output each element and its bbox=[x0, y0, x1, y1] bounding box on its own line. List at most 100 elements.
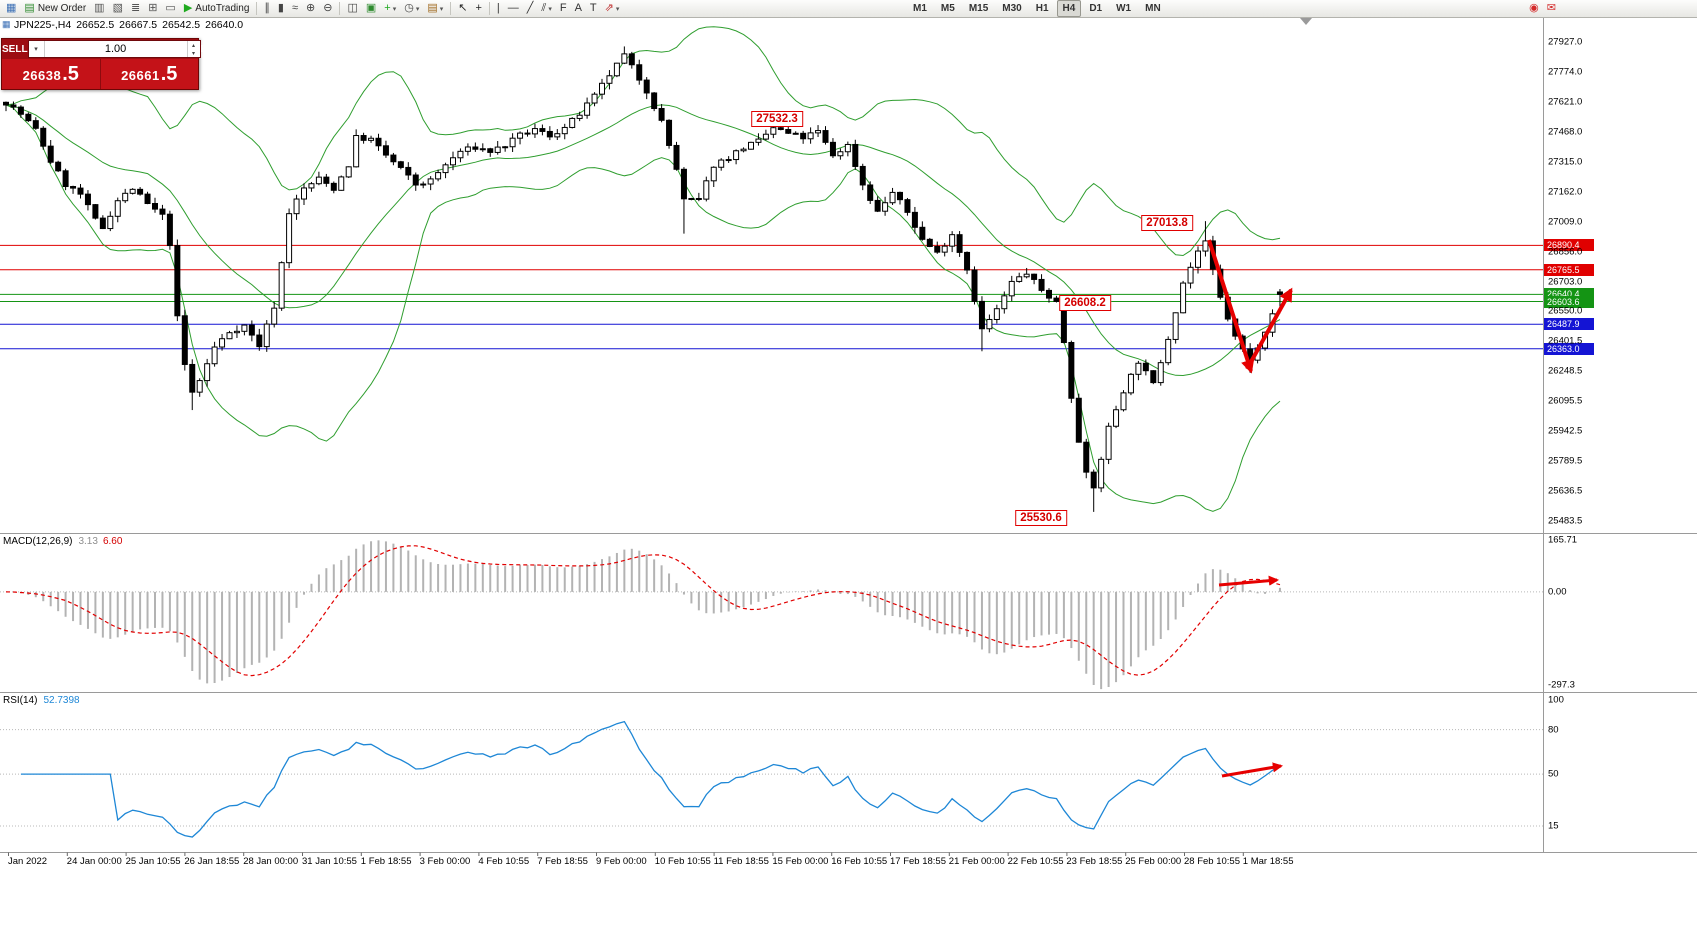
crosshair-icon[interactable]: + bbox=[472, 1, 484, 16]
text-icon[interactable]: A bbox=[572, 1, 585, 16]
volume-dropdown-icon[interactable]: ▾ bbox=[29, 41, 45, 57]
sell-price-pips: .5 bbox=[62, 63, 79, 85]
timeframe-w1-button[interactable]: W1 bbox=[1116, 3, 1132, 14]
periods-icon: ◷ bbox=[404, 2, 414, 14]
macd-pane-layer bbox=[0, 540, 1543, 690]
tile-windows-icon[interactable]: ◫ bbox=[344, 1, 360, 16]
toolbar-left-group: ▦ ▤ New Order ▥ ▧ ≣ ⊞ ▭ ▶ AutoTrading ∥ ▮ ≈ ⊕ ⊖ ◫ ▣ + ▾ ◷ ▾ ▤… bbox=[2, 0, 623, 17]
mail-icon: ✉ bbox=[1546, 2, 1556, 14]
zoom-in-icon: ⊕ bbox=[306, 2, 316, 14]
chart-window-icon: ▦ bbox=[6, 2, 17, 14]
terminal-icon: ▭ bbox=[165, 2, 176, 14]
volume-control: ▾ ▴▾ bbox=[27, 40, 201, 58]
one-click-prices: 26638.5 26661.5 bbox=[2, 59, 198, 89]
price-annotation[interactable]: 26608.2 bbox=[1059, 294, 1111, 311]
channel-icon[interactable]: ⫽ ▾ bbox=[538, 1, 554, 16]
navigator-icon: ⊞ bbox=[148, 2, 158, 14]
autotrading-button[interactable]: ▶ AutoTrading bbox=[181, 1, 253, 16]
price-annotation[interactable]: 27532.3 bbox=[751, 111, 803, 128]
fibonacci-icon: F bbox=[559, 2, 567, 14]
timeframe-h1-button[interactable]: H1 bbox=[1035, 3, 1049, 14]
market-watch-icon: ≣ bbox=[130, 2, 141, 14]
timeframe-d1-button[interactable]: D1 bbox=[1089, 3, 1103, 14]
trendline-icon[interactable]: ╱ bbox=[524, 1, 537, 16]
charts-icon: ▥ bbox=[94, 2, 105, 14]
zoom-in-icon[interactable]: ⊕ bbox=[303, 1, 318, 16]
timeframe-h4-button[interactable]: H4 bbox=[1056, 0, 1082, 17]
timeframe-toolbar: M1 M5 M15 M30 H1 H4 D1 W1 MN bbox=[906, 0, 1168, 17]
price-annotation[interactable]: 25530.6 bbox=[1015, 509, 1067, 526]
timeframe-mn-button[interactable]: MN bbox=[1145, 3, 1161, 14]
volume-input[interactable] bbox=[44, 41, 187, 57]
chart-data-line: JPN225-,H4 26652.5 26667.5 26542.5 26640.0 bbox=[14, 19, 248, 31]
sell-button[interactable]: 26638.5 bbox=[2, 59, 101, 89]
auto-arrange-icon[interactable]: ▣ bbox=[363, 1, 379, 16]
timeframe-m1-button[interactable]: M1 bbox=[913, 3, 927, 14]
zoom-out-icon[interactable]: ⊖ bbox=[320, 1, 335, 16]
open-value: 26652.5 bbox=[76, 19, 115, 31]
label-icon[interactable]: T bbox=[587, 1, 600, 16]
macd-main-value: 3.13 bbox=[78, 536, 98, 547]
chevron-down-icon[interactable]: ▾ bbox=[615, 5, 620, 13]
horizontal-line-icon[interactable]: — bbox=[505, 1, 522, 16]
cursor-icon[interactable]: ↖ bbox=[455, 1, 470, 16]
sell-price: 26638 bbox=[22, 68, 62, 83]
spinner-up-icon[interactable]: ▴ bbox=[192, 42, 196, 49]
line-chart-icon: ≈ bbox=[291, 2, 299, 14]
top-toolbar: ▦ ▤ New Order ▥ ▧ ≣ ⊞ ▭ ▶ AutoTrading ∥ ▮ ≈ ⊕ ⊖ ◫ ▣ + ▾ ◷ ▾ ▤… bbox=[0, 0, 1697, 18]
drawn-arrow[interactable] bbox=[1245, 287, 1293, 370]
timeframe-m5-button[interactable]: M5 bbox=[940, 3, 955, 14]
close-value: 26640.0 bbox=[205, 19, 244, 31]
periods-icon[interactable]: ◷ ▾ bbox=[401, 1, 422, 16]
chevron-down-icon[interactable]: ▾ bbox=[392, 5, 397, 13]
templates-icon[interactable]: ▤ ▾ bbox=[424, 1, 446, 16]
timeframe-m15-button[interactable]: M15 bbox=[968, 3, 989, 14]
chevron-down-icon[interactable]: ▾ bbox=[439, 5, 444, 13]
line-chart-icon[interactable]: ≈ bbox=[289, 1, 301, 16]
drawn-arrow[interactable] bbox=[1221, 762, 1284, 778]
rsi-value: 52.7398 bbox=[43, 695, 80, 706]
main-pane-layer bbox=[0, 26, 1543, 512]
chart-window-icon[interactable]: ▦ bbox=[3, 1, 19, 16]
fibonacci-icon[interactable]: F bbox=[557, 1, 570, 16]
rsi-indicator-label: RSI(14) 52.7398 bbox=[3, 695, 80, 706]
crosshair-icon: + bbox=[475, 2, 482, 14]
bar-chart-icon[interactable]: ∥ bbox=[261, 1, 273, 16]
chart-shift-marker bbox=[1300, 18, 1312, 25]
navigator-icon[interactable]: ⊞ bbox=[145, 1, 160, 16]
templates-icon: ▤ bbox=[427, 2, 438, 14]
profiles-icon[interactable]: ▧ bbox=[110, 1, 126, 16]
new-order-button: ▤ bbox=[24, 2, 35, 14]
chevron-down-icon[interactable]: ▾ bbox=[548, 5, 552, 13]
charts-icon[interactable]: ▥ bbox=[91, 1, 107, 16]
price-annotation[interactable]: 27013.8 bbox=[1141, 215, 1193, 232]
toolbar-separator bbox=[450, 2, 452, 15]
alerts-icon[interactable]: ◉ bbox=[1526, 1, 1542, 16]
trendline-icon: ╱ bbox=[526, 2, 534, 14]
vertical-line-icon: | bbox=[496, 2, 500, 14]
timeframe-m30-button[interactable]: M30 bbox=[1002, 3, 1022, 14]
candlestick-chart-icon[interactable]: ▮ bbox=[275, 1, 287, 16]
rsi-name: RSI(14) bbox=[3, 695, 38, 706]
drawn-arrow[interactable] bbox=[1218, 575, 1280, 587]
autotrading-button: ▶ bbox=[183, 2, 193, 14]
arrows-tool-icon[interactable]: ⇗ ▾ bbox=[602, 1, 623, 16]
vertical-line-icon[interactable]: | bbox=[494, 1, 503, 16]
sell-label: SELL bbox=[2, 43, 28, 55]
market-watch-icon[interactable]: ≣ bbox=[128, 1, 143, 16]
buy-button[interactable]: 26661.5 bbox=[100, 59, 198, 89]
cursor-icon: ↖ bbox=[458, 2, 468, 14]
new-order-button-label: New Order bbox=[37, 3, 87, 14]
drawn-arrow[interactable] bbox=[1207, 239, 1255, 374]
macd-signal-value: 6.60 bbox=[102, 536, 123, 547]
mail-icon[interactable]: ✉ bbox=[1544, 1, 1559, 16]
indicators-icon[interactable]: + ▾ bbox=[381, 1, 399, 16]
terminal-icon[interactable]: ▭ bbox=[162, 1, 178, 16]
volume-spinner[interactable]: ▴ ▾ bbox=[186, 41, 200, 57]
alerts-icon: ◉ bbox=[1529, 2, 1539, 14]
spinner-down-icon[interactable]: ▾ bbox=[192, 50, 196, 57]
new-order-button[interactable]: ▤ New Order bbox=[21, 1, 89, 16]
zoom-out-icon: ⊖ bbox=[323, 2, 333, 14]
chevron-down-icon[interactable]: ▾ bbox=[415, 5, 420, 13]
